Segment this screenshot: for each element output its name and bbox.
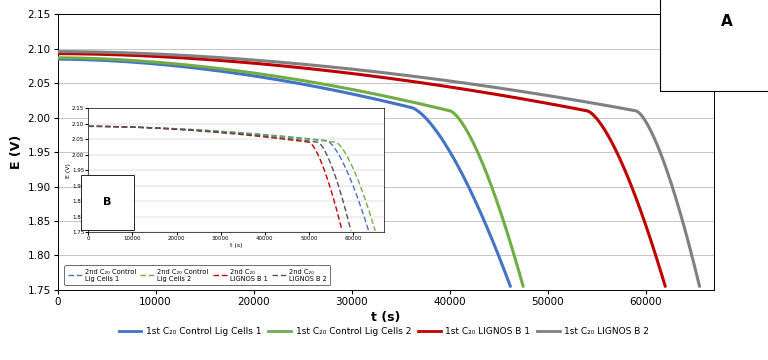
Y-axis label: E (V): E (V)	[10, 135, 23, 169]
Legend: 1st C₂₀ Control Lig Cells 1, 1st C₂₀ Control Lig Cells 2, 1st C₂₀ LIGNOS B 1, 1s: 1st C₂₀ Control Lig Cells 1, 1st C₂₀ Con…	[115, 323, 653, 339]
X-axis label: t (s): t (s)	[371, 311, 401, 324]
X-axis label: t (s): t (s)	[230, 243, 243, 248]
Text: B: B	[103, 197, 111, 207]
Y-axis label: E (V): E (V)	[65, 163, 71, 177]
Legend: 2nd C₂₀ Control
Lig Cells 1, 2nd C₂₀ Control
Lig Cells 2, 2nd C₂₀
LIGNOS B 1, 2n: 2nd C₂₀ Control Lig Cells 1, 2nd C₂₀ Con…	[65, 265, 330, 285]
Text: A: A	[721, 14, 733, 30]
